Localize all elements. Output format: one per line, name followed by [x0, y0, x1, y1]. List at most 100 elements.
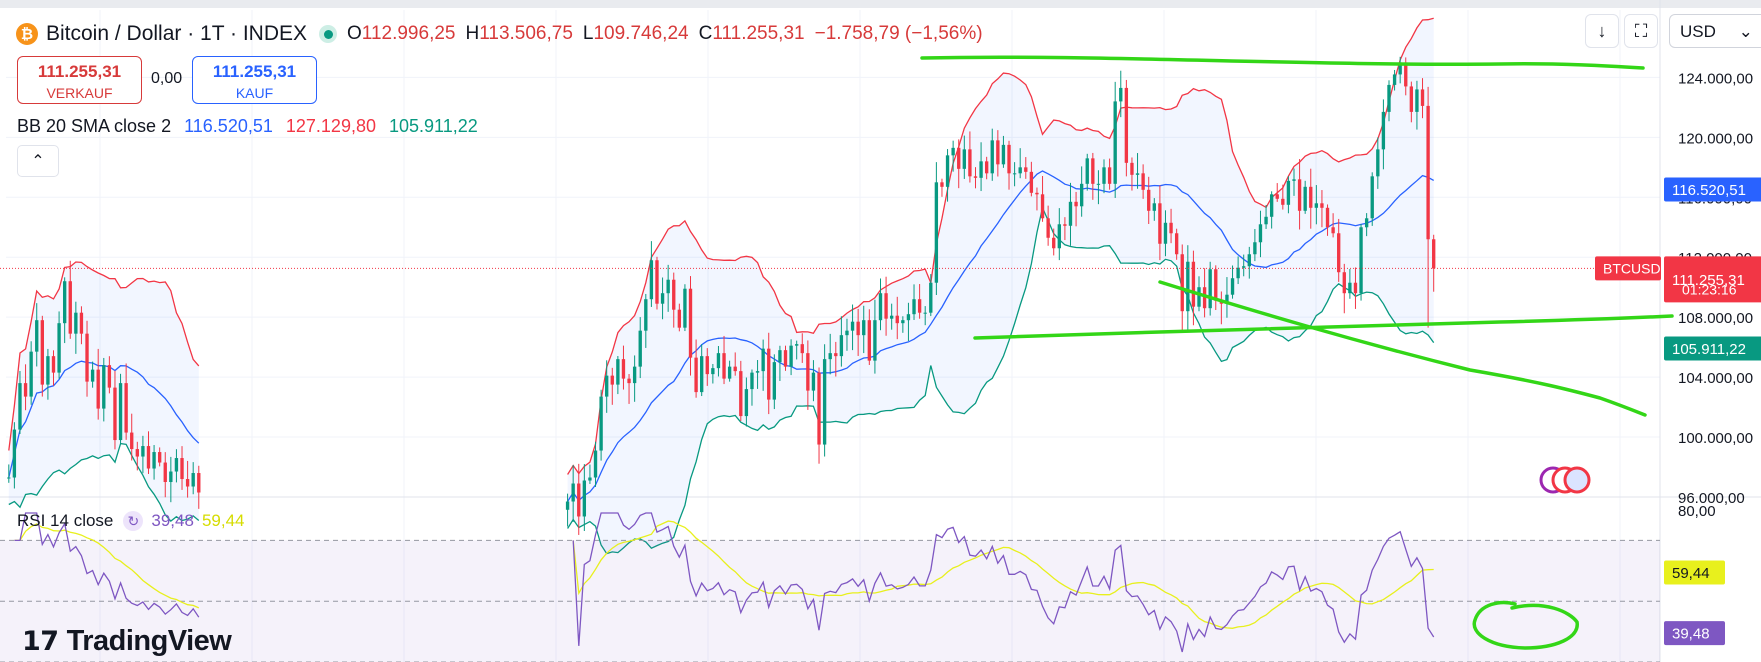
candle	[867, 309, 871, 365]
rsi-legend[interactable]: RSI 14 close ↻ 39,48 59,44	[17, 511, 244, 531]
candle	[1096, 170, 1101, 205]
candle	[778, 345, 782, 381]
candle	[1281, 184, 1285, 210]
candle	[856, 308, 860, 356]
candle	[655, 256, 659, 310]
top-border	[0, 0, 1761, 8]
candle	[800, 333, 804, 363]
candle	[1057, 208, 1061, 261]
candle	[51, 350, 56, 386]
candle	[1331, 213, 1335, 238]
price-change: −1.758,79 (−1,56%)	[814, 23, 983, 44]
candles	[7, 56, 1436, 535]
candle	[174, 449, 179, 483]
candle	[917, 284, 922, 319]
candle	[582, 464, 587, 531]
candle	[588, 464, 592, 484]
candle	[700, 344, 704, 397]
symbol-title[interactable]: Bitcoin / Dollar · 1T · INDEX	[46, 22, 308, 45]
candle	[1275, 183, 1279, 202]
candle	[1186, 245, 1190, 331]
candle	[180, 446, 184, 490]
download-button[interactable]: ↓	[1585, 14, 1619, 48]
candle	[711, 363, 715, 384]
fullscreen-icon[interactable]: ⛶	[1624, 14, 1658, 48]
collapse-legend-button[interactable]: ⌃	[17, 145, 59, 177]
candle	[62, 277, 67, 344]
chevron-down-icon: ⌄	[1738, 22, 1753, 41]
candle	[1052, 228, 1056, 256]
candle	[912, 284, 916, 320]
rsi-ma-line	[572, 520, 1434, 629]
candle	[795, 340, 799, 360]
bb-lower-line	[8, 205, 1435, 555]
candle	[12, 422, 17, 489]
buy-label: KAUF	[235, 85, 274, 101]
candle	[984, 156, 989, 180]
candle	[761, 339, 765, 391]
candle	[638, 317, 642, 379]
candle	[1152, 198, 1156, 221]
circle-annotation	[1472, 600, 1579, 650]
candle	[945, 149, 950, 202]
tradingview-logo[interactable]: 𝟭𝟳 TradingView	[22, 625, 232, 658]
download-icon[interactable]: ↓	[1585, 14, 1619, 48]
candle	[1208, 261, 1212, 316]
candle	[755, 360, 760, 389]
candle	[593, 441, 598, 487]
candle	[1242, 254, 1246, 277]
candle	[1169, 208, 1173, 244]
market-open-icon	[319, 25, 338, 43]
bb-legend[interactable]: BB 20 SMA close 2 116.520,51 127.129,80 …	[17, 116, 486, 137]
sell-button[interactable]: 111.255,31 VERKAUF	[17, 56, 142, 104]
candle	[1158, 185, 1162, 261]
event-flags[interactable]	[1539, 466, 1591, 494]
candle	[1264, 204, 1268, 229]
candle	[1163, 210, 1168, 257]
candle	[1091, 152, 1095, 200]
tradingview-icon: 𝟭𝟳	[22, 626, 59, 656]
candle	[901, 316, 905, 333]
candle	[1119, 70, 1123, 118]
symbol-price-label: BTCUSD	[1595, 256, 1661, 281]
candle	[40, 315, 44, 397]
candle	[744, 377, 749, 427]
candle	[683, 284, 687, 332]
candle	[705, 348, 709, 386]
candle	[1269, 191, 1274, 229]
last-price-label: 111.255,31	[1664, 256, 1761, 303]
candle	[1247, 246, 1251, 279]
candle	[124, 363, 128, 440]
refresh-icon[interactable]: ↻	[123, 511, 144, 531]
currency-select[interactable]: USD ⌄	[1669, 14, 1761, 48]
candle	[1018, 148, 1022, 179]
candle	[839, 316, 844, 367]
candle	[811, 360, 816, 402]
svg-text:39,48: 39,48	[1672, 626, 1710, 643]
symbol-header[interactable]: ₿ Bitcoin / Dollar · 1T · INDEX O112.996…	[16, 19, 983, 49]
candle	[1147, 176, 1151, 224]
annotations	[920, 55, 1674, 650]
fullscreen-button[interactable]: ⛶	[1624, 14, 1658, 48]
bitcoin-icon: ₿	[16, 23, 38, 45]
bb-upper-line	[8, 17, 1434, 475]
candle	[1225, 277, 1229, 318]
candle	[68, 260, 72, 339]
candle	[130, 413, 134, 461]
candle	[968, 131, 972, 183]
candle	[1398, 56, 1402, 84]
candle	[979, 142, 983, 192]
candle	[1258, 210, 1263, 258]
candle	[672, 272, 676, 328]
candle	[996, 130, 1000, 177]
candle	[185, 460, 190, 498]
candle	[632, 355, 637, 402]
rsi-tick-label: 80,00	[1678, 503, 1716, 520]
buy-button[interactable]: 111.255,31 KAUF	[192, 56, 317, 104]
candle	[146, 431, 151, 474]
candle	[197, 465, 201, 509]
y-tick-label: 104.000,00	[1678, 370, 1753, 387]
candle	[163, 452, 167, 498]
